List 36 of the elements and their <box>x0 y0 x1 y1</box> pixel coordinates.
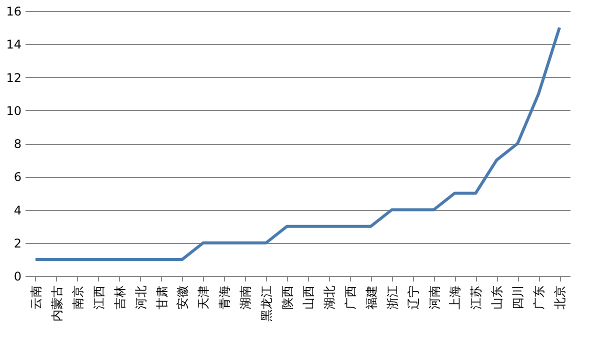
x-tick-label: 陕西 <box>280 286 295 310</box>
y-tick-label: 6 <box>14 170 22 184</box>
x-tick-label: 广东 <box>532 286 546 310</box>
x-tick-label: 天津 <box>196 286 211 310</box>
x-tick-label: 云南 <box>28 286 43 310</box>
x-tick-label: 黑龙江 <box>260 286 274 322</box>
x-tick-label: 吉林 <box>112 286 127 310</box>
y-tick-label: 12 <box>6 70 22 85</box>
x-tick-label: 北京 <box>553 286 568 310</box>
y-tick-label: 0 <box>14 270 22 284</box>
y-tick-label: 10 <box>6 104 22 118</box>
y-tick-label: 2 <box>14 236 22 250</box>
x-tick-label: 辽宁 <box>406 286 420 310</box>
y-tick-label: 8 <box>14 137 22 151</box>
x-tick-label: 河北 <box>134 286 148 310</box>
x-tick-label: 湖北 <box>322 286 336 310</box>
x-tick-label: 山西 <box>301 286 316 310</box>
x-tick-label: 福建 <box>364 286 378 310</box>
x-tick-label: 江西 <box>92 286 106 310</box>
x-tick-label: 湖南 <box>238 286 253 310</box>
x-tick-label: 浙江 <box>385 286 400 310</box>
x-tick-label: 山东 <box>490 286 504 310</box>
x-tick-label: 青海 <box>218 286 232 310</box>
x-tick-label: 内蒙古 <box>50 286 64 322</box>
x-tick-label: 四川 <box>511 286 526 310</box>
x-tick-label: 广西 <box>343 286 358 310</box>
x-tick-label: 江苏 <box>469 286 484 310</box>
x-tick-label: 河南 <box>427 286 442 310</box>
x-tick-label: 安徽 <box>176 286 190 310</box>
x-tick-label: 南京 <box>70 286 85 310</box>
y-tick-label: 4 <box>14 203 22 218</box>
x-tick-label: 上海 <box>448 286 462 310</box>
line-series <box>34 26 562 261</box>
y-tick-label: 14 <box>6 38 22 52</box>
x-tick-label: 甘肃 <box>154 286 169 310</box>
y-tick-label: 16 <box>6 4 22 18</box>
